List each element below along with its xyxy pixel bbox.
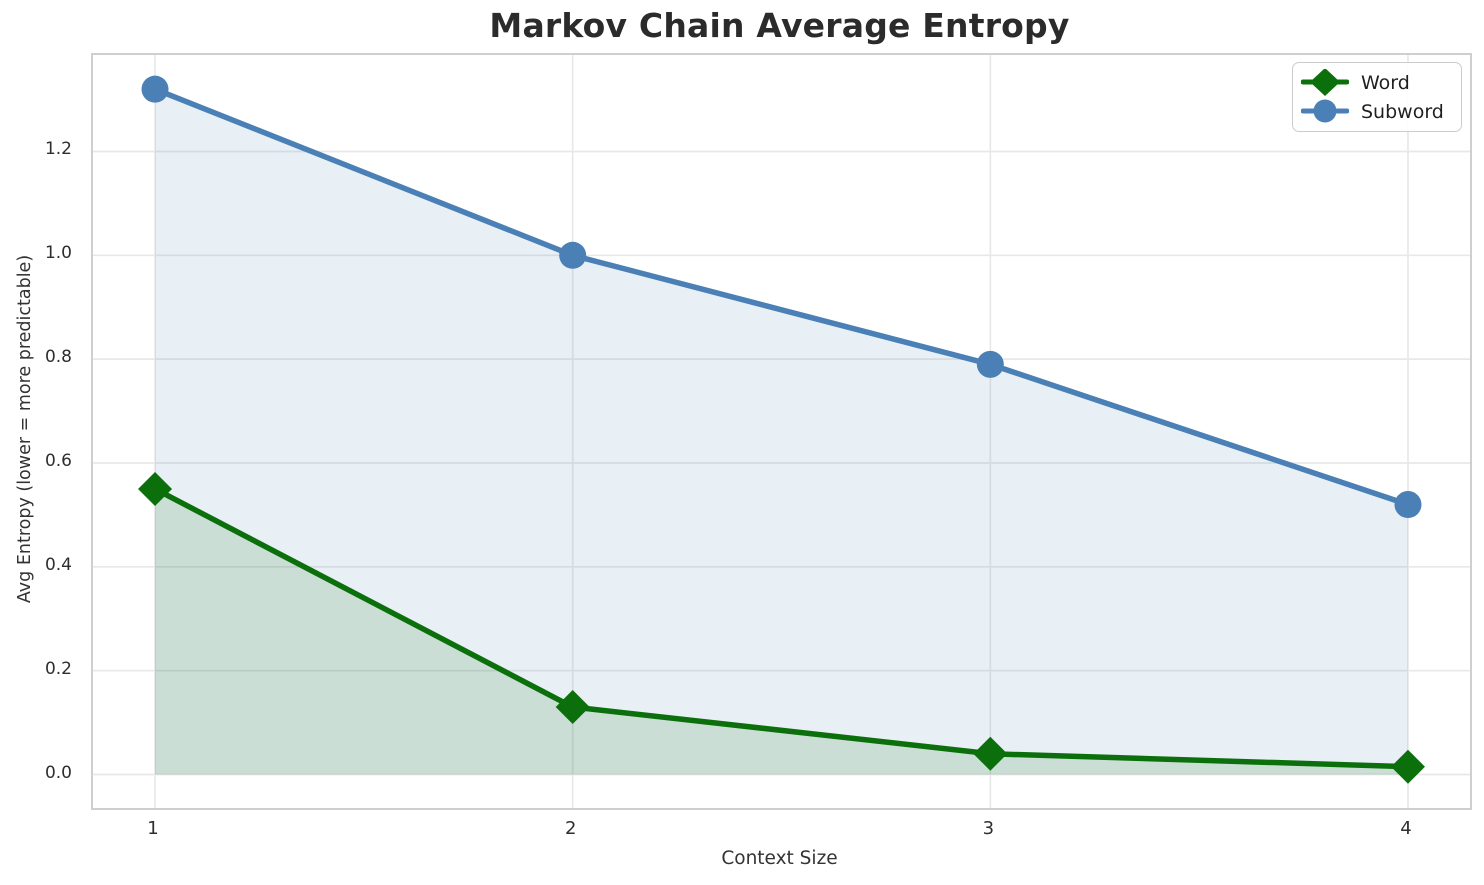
legend-marker-diamond-icon	[1301, 69, 1349, 96]
y-tick-label: 0.8	[44, 347, 72, 368]
y-tick-label: 1.0	[44, 243, 72, 264]
legend-entry-word: Word	[1301, 69, 1451, 96]
area-fill-word	[155, 488, 1408, 775]
x-tick-label: 1	[147, 818, 159, 839]
plot-canvas	[93, 55, 1470, 808]
chart-title: Markov Chain Average Entropy	[489, 6, 1070, 45]
legend: Word Subword	[1292, 62, 1462, 132]
legend-label: Word	[1361, 71, 1410, 94]
y-tick-label: 0.4	[44, 554, 72, 575]
gridlines	[93, 55, 1470, 808]
plot-area	[91, 53, 1472, 810]
x-tick-label: 4	[1400, 818, 1412, 839]
legend-entry-subword: Subword	[1301, 98, 1451, 125]
x-axis-label: Context Size	[721, 848, 838, 869]
y-tick-label: 0.2	[44, 658, 72, 679]
area-fill-subword	[155, 89, 1408, 775]
line-word	[152, 486, 1411, 770]
x-tick-label: 3	[982, 818, 995, 839]
y-tick-label: 1.2	[44, 139, 72, 160]
line-subword	[152, 86, 1411, 508]
legend-marker-circle-icon	[1301, 99, 1349, 123]
x-tick-label: 2	[564, 818, 577, 839]
y-axis-label: Avg Entropy (lower = more predictable)	[15, 254, 35, 604]
legend-label: Subword	[1361, 100, 1444, 123]
y-tick-label: 0.6	[44, 450, 72, 471]
markers-subword	[141, 75, 1422, 519]
y-tick-label: 0.0	[44, 762, 72, 783]
